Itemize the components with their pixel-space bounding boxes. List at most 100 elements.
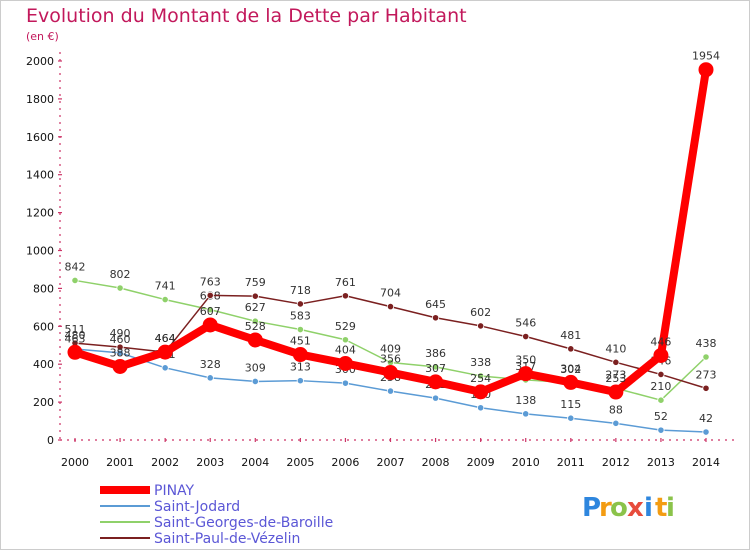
chart-title: Evolution du Montant de la Dette par Hab… bbox=[26, 5, 467, 27]
y-tick-label: 1600 bbox=[26, 131, 54, 144]
data-label: 88 bbox=[609, 403, 623, 416]
data-point bbox=[657, 370, 665, 379]
x-tick-label: 2000 bbox=[61, 456, 89, 469]
data-point bbox=[386, 387, 395, 395]
series-layer: 4804603813283093133002582211701381158852… bbox=[65, 50, 720, 436]
data-point bbox=[206, 374, 214, 382]
data-point bbox=[428, 374, 444, 390]
data-label: 645 bbox=[425, 298, 446, 311]
y-tick-label: 1800 bbox=[26, 93, 54, 106]
data-point bbox=[702, 384, 710, 392]
x-tick-label: 2011 bbox=[557, 456, 585, 469]
legend-label: PINAY bbox=[154, 483, 195, 499]
data-label: 350 bbox=[515, 354, 536, 367]
data-label: 307 bbox=[425, 362, 446, 375]
data-label: 404 bbox=[335, 343, 356, 356]
data-point bbox=[698, 62, 714, 78]
data-label: 481 bbox=[560, 329, 581, 342]
data-label: 115 bbox=[560, 398, 581, 411]
data-label: 528 bbox=[245, 320, 266, 333]
data-point bbox=[206, 306, 214, 314]
data-point bbox=[296, 377, 304, 385]
data-point bbox=[292, 347, 308, 363]
data-point bbox=[161, 295, 169, 304]
data-point bbox=[702, 353, 710, 361]
data-label: 718 bbox=[290, 284, 311, 297]
logo-letter: P bbox=[582, 493, 601, 523]
data-label: 254 bbox=[470, 372, 491, 385]
data-label: 511 bbox=[65, 323, 86, 336]
data-label: 627 bbox=[245, 301, 266, 314]
data-point bbox=[341, 336, 350, 344]
data-label: 464 bbox=[155, 332, 176, 345]
data-point bbox=[202, 317, 218, 333]
x-tick-label: 2002 bbox=[151, 456, 179, 469]
data-label: 410 bbox=[605, 342, 626, 355]
data-point bbox=[116, 284, 124, 292]
data-label: 210 bbox=[650, 380, 671, 393]
data-point bbox=[657, 426, 665, 434]
data-label: 546 bbox=[515, 317, 536, 330]
data-point bbox=[477, 322, 485, 330]
data-point bbox=[296, 300, 304, 308]
data-point bbox=[567, 414, 575, 422]
data-label: 583 bbox=[290, 310, 311, 323]
data-point bbox=[67, 344, 83, 360]
y-tick-label: 1400 bbox=[26, 169, 54, 182]
data-point bbox=[341, 379, 350, 387]
y-tick-label: 200 bbox=[33, 396, 54, 409]
data-point bbox=[157, 344, 173, 360]
y-tick-label: 0 bbox=[47, 434, 54, 447]
axes: 0 200 400 600 800 1000 1200 1400 1600 1800 2000 200… bbox=[26, 52, 735, 469]
data-label: 763 bbox=[200, 275, 221, 288]
data-label: 529 bbox=[335, 320, 356, 333]
logo-letter: x bbox=[627, 493, 644, 523]
data-label: 460 bbox=[110, 333, 131, 346]
data-label: 309 bbox=[245, 361, 266, 374]
data-point bbox=[383, 365, 398, 381]
series-0: 463 388 464 607 528 451 404 356 307 254 350 304 253 4… bbox=[65, 50, 720, 400]
data-point bbox=[296, 325, 304, 334]
data-point bbox=[341, 292, 350, 300]
x-tick-label: 2009 bbox=[467, 456, 495, 469]
data-label: 842 bbox=[65, 260, 86, 273]
x-tick-label: 2013 bbox=[647, 456, 675, 469]
data-label: 463 bbox=[65, 332, 86, 345]
data-point bbox=[612, 419, 620, 427]
data-point bbox=[653, 347, 669, 363]
data-point bbox=[116, 343, 124, 351]
data-point bbox=[112, 358, 128, 374]
data-point bbox=[431, 394, 440, 402]
data-label: 602 bbox=[470, 306, 491, 319]
data-label: 490 bbox=[110, 327, 131, 340]
x-tick-label: 2004 bbox=[241, 456, 269, 469]
legend-label: Saint-Jodard bbox=[154, 499, 240, 515]
data-label: 328 bbox=[200, 358, 221, 371]
y-tick-label: 800 bbox=[33, 282, 54, 295]
data-point bbox=[702, 428, 710, 436]
y-tick-label: 1200 bbox=[26, 207, 54, 220]
data-label: 446 bbox=[650, 335, 671, 348]
data-point bbox=[518, 366, 534, 382]
data-label: 356 bbox=[380, 353, 401, 366]
data-label: 304 bbox=[560, 362, 581, 375]
data-label: 438 bbox=[696, 337, 717, 350]
data-label: 138 bbox=[515, 394, 536, 407]
data-label: 409 bbox=[380, 342, 401, 355]
x-tick-label: 2012 bbox=[602, 456, 630, 469]
proxiti-logo: Pro x i ti bbox=[582, 493, 675, 523]
y-tick-label: 400 bbox=[33, 358, 54, 371]
legend-label: Saint-Georges-de-Baroille bbox=[154, 515, 333, 531]
data-point bbox=[431, 363, 440, 371]
data-label: 1954 bbox=[692, 50, 720, 63]
logo-letter: i bbox=[666, 493, 675, 523]
data-label: 52 bbox=[654, 410, 668, 423]
x-tick-label: 2006 bbox=[331, 456, 359, 469]
y-tick-label: 1000 bbox=[26, 245, 54, 258]
data-label: 761 bbox=[335, 276, 356, 289]
data-point bbox=[563, 374, 579, 390]
data-point bbox=[251, 377, 259, 386]
x-tick-label: 2003 bbox=[196, 456, 224, 469]
logo-letter: o bbox=[610, 493, 628, 523]
